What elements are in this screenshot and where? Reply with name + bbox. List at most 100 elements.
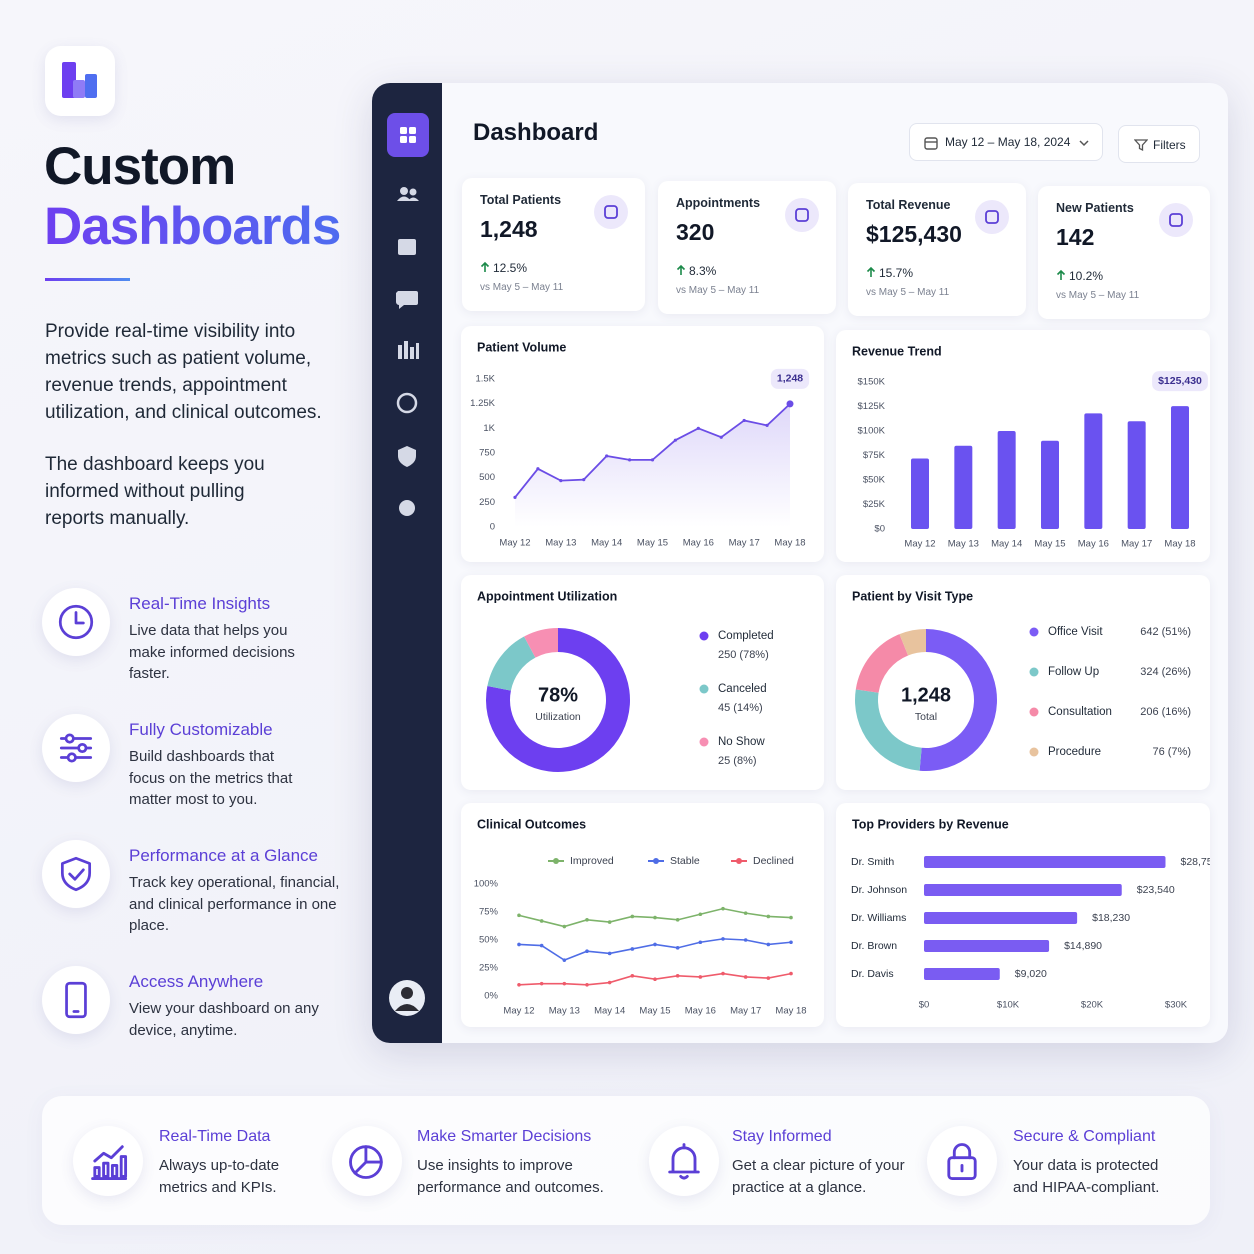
arrow bbox=[866, 266, 876, 277]
point bbox=[630, 947, 635, 951]
x-tick-label: May 16 bbox=[1078, 539, 1109, 550]
point bbox=[517, 942, 521, 947]
x-tick-label: May 17 bbox=[730, 1006, 761, 1017]
filters-button[interactable]: Filters bbox=[1118, 125, 1200, 163]
legend-label: Stable bbox=[670, 855, 700, 867]
bar bbox=[1171, 406, 1189, 529]
bar bbox=[1041, 440, 1059, 529]
date-picker[interactable]: May 12 – May 18, 2024 bbox=[909, 123, 1103, 161]
point bbox=[513, 495, 517, 499]
chart-card: Clinical Outcomes 0% 25% 50% 75% 100% May 12 Ma… bbox=[461, 803, 824, 1027]
icon-bg bbox=[594, 195, 628, 229]
kpi-change: 10.2% bbox=[1069, 269, 1104, 283]
icon-bg bbox=[975, 200, 1009, 234]
y-tick-label: 1.5K bbox=[475, 374, 495, 385]
shield-icon bbox=[60, 856, 92, 892]
kpi-change: 8.3% bbox=[689, 264, 717, 278]
feature-icon bbox=[42, 714, 110, 782]
x-tick-label: May 18 bbox=[1164, 539, 1195, 550]
footer-description: Always up-to-date metrics and KPIs. bbox=[159, 1157, 280, 1196]
point bbox=[675, 974, 680, 978]
point bbox=[605, 454, 609, 458]
kpi-card: Appointments 320 8.3% vs May 5 – May 11 bbox=[658, 181, 836, 314]
value-label: 1,248 bbox=[777, 373, 803, 385]
point bbox=[585, 918, 589, 922]
x-tick-label: $0 bbox=[919, 1000, 930, 1011]
center-label: Total bbox=[915, 711, 937, 723]
point bbox=[789, 940, 793, 945]
center-value: 78% bbox=[538, 684, 578, 706]
point bbox=[743, 975, 748, 979]
value-label: 250 (78%) bbox=[718, 649, 769, 661]
value-label: $14,890 bbox=[1064, 940, 1102, 952]
footer-title: Real-Time Data bbox=[159, 1128, 271, 1145]
x-tick-label: May 15 bbox=[637, 538, 668, 549]
point bbox=[743, 911, 748, 915]
point bbox=[789, 971, 793, 976]
value-label: 45 (14%) bbox=[718, 702, 763, 714]
legend-label: Declined bbox=[753, 855, 794, 867]
kpi-comparison: vs May 5 – May 11 bbox=[676, 285, 760, 296]
feature-description: Build dashboards that focus on the metri… bbox=[129, 748, 293, 808]
feature-title: Access Anywhere bbox=[129, 972, 264, 991]
kpi-card: New Patients 142 10.2% vs May 5 – May 11 bbox=[1038, 186, 1210, 319]
point bbox=[673, 438, 678, 442]
sliders-part bbox=[77, 742, 88, 754]
phone-icon bbox=[65, 981, 87, 1019]
lock-icon bbox=[947, 1143, 977, 1181]
donut-segment bbox=[487, 636, 536, 691]
donut-segment bbox=[899, 629, 926, 656]
intro-paragraph: Provide real-time visibility into metric… bbox=[45, 321, 322, 423]
dashboard-title: Dashboard bbox=[473, 119, 599, 146]
chart: Appointment Utilization Completed 250 (78%… bbox=[477, 589, 774, 772]
point bbox=[539, 919, 544, 923]
value-label: 324 (26%) bbox=[1140, 666, 1191, 678]
feature-description: Live data that helps you make informed d… bbox=[129, 622, 295, 682]
chart: Patient by Visit Type Office Visit 642 (51… bbox=[852, 589, 1191, 771]
lock-part bbox=[947, 1156, 977, 1181]
chart-card: Patient Volume 0 250 500 750 1K 1.25K 1.5K May 1… bbox=[461, 326, 824, 562]
area bbox=[515, 403, 790, 527]
y-tick-label: $75K bbox=[863, 450, 886, 461]
chart-title: Patient by Visit Type bbox=[852, 589, 973, 603]
arrow bbox=[480, 261, 490, 272]
footer-description: Get a clear picture of your practice at … bbox=[732, 1157, 905, 1196]
legend-dot bbox=[699, 684, 709, 694]
nav-icons[interactable] bbox=[396, 187, 419, 516]
icon-glyph bbox=[604, 205, 618, 219]
x-tick-label: May 14 bbox=[591, 538, 622, 549]
point bbox=[721, 906, 725, 911]
filter-icon bbox=[1134, 139, 1148, 152]
chart-title: Appointment Utilization bbox=[477, 589, 617, 603]
value-label: 206 (16%) bbox=[1140, 706, 1191, 718]
nav-active[interactable] bbox=[387, 113, 429, 157]
legend-label: Follow Up bbox=[1048, 666, 1099, 678]
point bbox=[743, 938, 748, 942]
arrow bbox=[1056, 269, 1066, 280]
center-label: Utilization bbox=[535, 711, 581, 723]
sidebar-icons bbox=[387, 113, 429, 1016]
shield-part bbox=[60, 856, 92, 892]
y-tick-label: 500 bbox=[479, 472, 495, 483]
kpi-change: 12.5% bbox=[493, 261, 528, 275]
point bbox=[675, 946, 680, 950]
x-tick-label: May 12 bbox=[499, 538, 530, 549]
bar bbox=[997, 431, 1016, 529]
chart: Top Providers by Revenue $0 $10K $20K $30K Dr… bbox=[851, 817, 1219, 1011]
chart: Clinical Outcomes 0% 25% 50% 75% 100% May 12 Ma… bbox=[474, 817, 807, 1017]
point bbox=[675, 918, 680, 922]
y-tick-label: 50% bbox=[479, 935, 499, 946]
legend-dot bbox=[699, 737, 709, 747]
kpi-comparison: vs May 5 – May 11 bbox=[866, 287, 950, 298]
clock-icon bbox=[58, 604, 94, 640]
point bbox=[696, 426, 700, 430]
value-label: $23,540 bbox=[1137, 884, 1175, 896]
point bbox=[653, 977, 657, 981]
point bbox=[742, 418, 746, 423]
x-tick-label: $30K bbox=[1165, 1000, 1188, 1011]
footer-icon bbox=[73, 1126, 143, 1196]
logo-icon bbox=[62, 62, 97, 98]
point bbox=[765, 423, 769, 427]
arrow bbox=[676, 264, 686, 275]
